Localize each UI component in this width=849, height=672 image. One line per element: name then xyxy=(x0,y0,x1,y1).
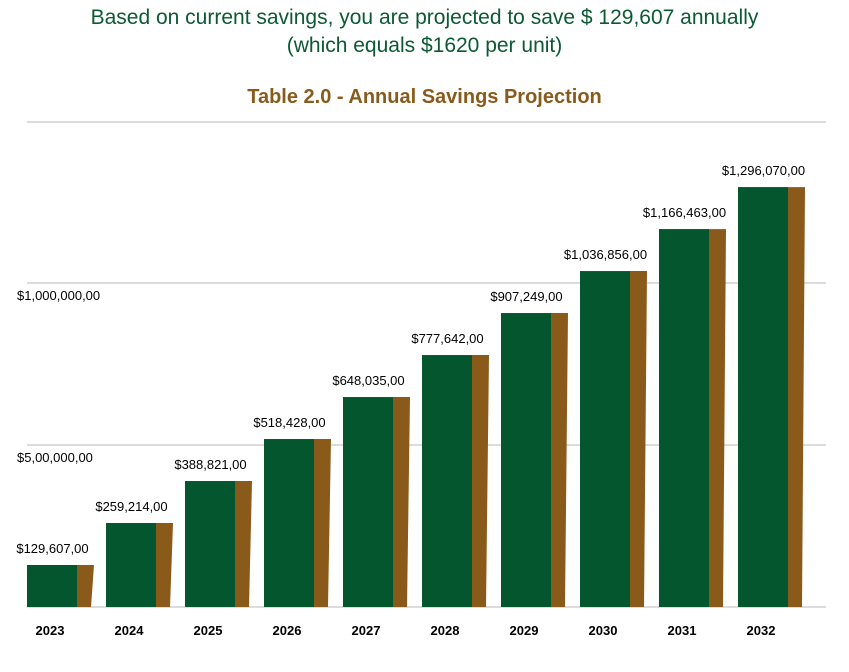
x-tick-label: 2027 xyxy=(352,623,381,638)
bar-side-2028 xyxy=(472,355,489,607)
data-label: $388,821,00 xyxy=(174,457,246,472)
y-tick-label: $5,00,000,00 xyxy=(17,450,93,465)
bar-2029 xyxy=(501,313,551,607)
x-tick-label: 2032 xyxy=(747,623,776,638)
headline-line-1: Based on current savings, you are projec… xyxy=(90,6,759,29)
data-label: $1,166,463,00 xyxy=(643,205,726,220)
x-tick-label: 2023 xyxy=(36,623,65,638)
bar-2026 xyxy=(264,439,314,607)
bar-side-2025 xyxy=(235,481,252,607)
headline-line-2: (which equals $1620 per unit) xyxy=(286,34,563,57)
x-tick-label: 2026 xyxy=(273,623,302,638)
chart-title: Table 2.0 - Annual Savings Projection xyxy=(247,86,602,108)
data-label: $129,607,00 xyxy=(16,541,88,556)
bar-2028 xyxy=(422,355,472,607)
bar-2027 xyxy=(343,397,393,607)
data-label: $648,035,00 xyxy=(332,373,404,388)
bar-2031 xyxy=(659,229,709,608)
projection-headline: Based on current savings, you are projec… xyxy=(0,4,849,60)
bar-2030 xyxy=(580,271,630,607)
bar-side-2029 xyxy=(551,313,568,607)
bar-side-2023 xyxy=(77,565,94,607)
x-tick-label: 2029 xyxy=(510,623,539,638)
bar-side-2024 xyxy=(156,523,173,607)
data-label: $777,642,00 xyxy=(411,331,483,346)
data-label: $1,296,070,00 xyxy=(722,163,805,178)
bar-side-2032 xyxy=(788,187,805,608)
x-tick-label: 2031 xyxy=(668,623,697,638)
bar-side-2026 xyxy=(314,439,331,607)
bar-2023 xyxy=(27,565,77,607)
bar-side-2030 xyxy=(630,271,647,607)
bar-side-2027 xyxy=(393,397,410,607)
data-label: $518,428,00 xyxy=(253,415,325,430)
x-tick-label: 2024 xyxy=(115,623,145,638)
x-tick-label: 2025 xyxy=(194,623,223,638)
y-tick-label: $1,000,000,00 xyxy=(17,288,100,303)
data-label: $907,249,00 xyxy=(490,289,562,304)
x-tick-label: 2028 xyxy=(431,623,460,638)
data-label: $1,036,856,00 xyxy=(564,247,647,262)
x-tick-label: 2030 xyxy=(589,623,618,638)
bar-2025 xyxy=(185,481,235,607)
data-label: $259,214,00 xyxy=(95,499,167,514)
bar-2032 xyxy=(738,187,788,608)
bar-side-2031 xyxy=(709,229,726,608)
bar-2024 xyxy=(106,523,156,607)
